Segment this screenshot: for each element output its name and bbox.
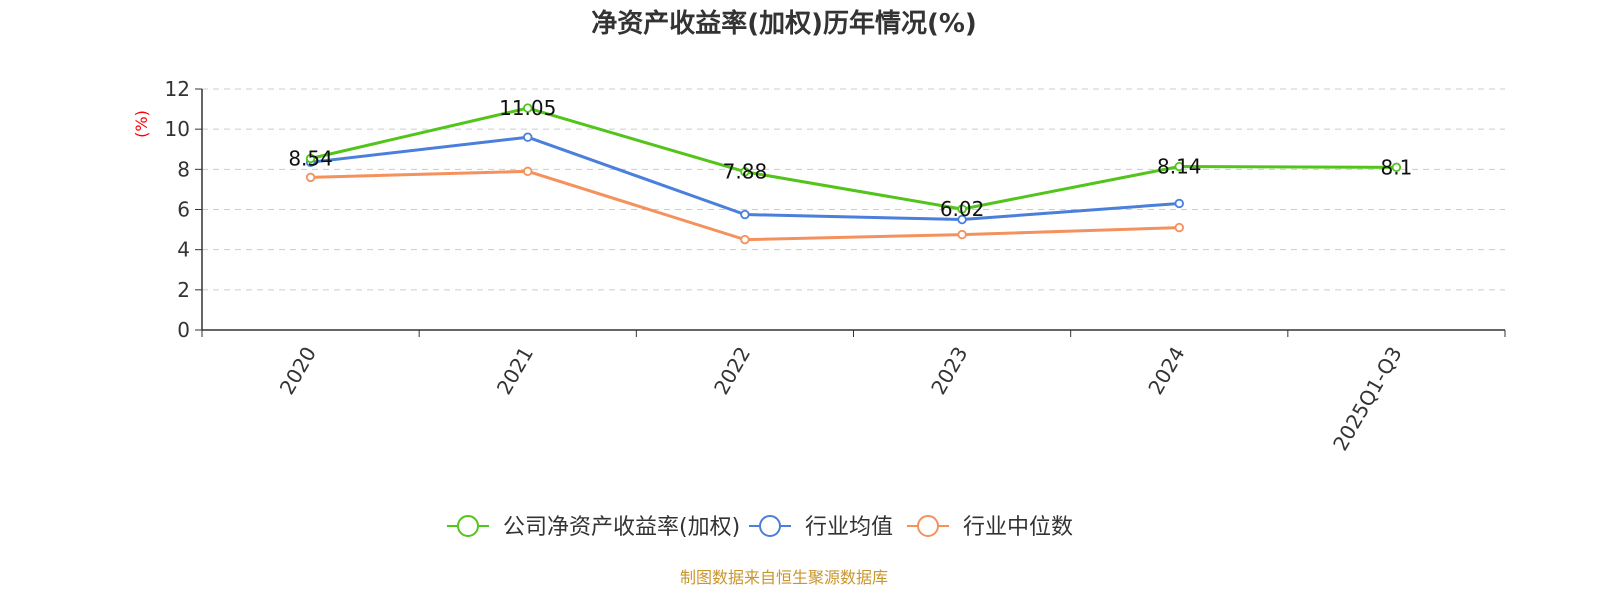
data-point [1174, 198, 1184, 209]
legend-label: 行业均值 [805, 515, 893, 540]
footer-source: 制图数据来自恒生聚源数据库 [680, 568, 888, 587]
legend-label: 公司净资产收益率(加权) [503, 515, 740, 540]
grid [202, 88, 1505, 291]
x-tick-label: 2024 [1143, 343, 1189, 399]
data-point [523, 166, 533, 177]
x-tick-label: 2021 [492, 343, 538, 399]
data-point [957, 229, 967, 240]
data-label: 7.88 [723, 160, 768, 184]
legend[interactable]: 公司净资产收益率(加权) 行业均值 行业中位数 [447, 515, 1073, 540]
data-point [305, 172, 316, 183]
data-point [740, 167, 750, 177]
y-tick-label: 2 [177, 278, 190, 302]
legend-marker-icon [457, 515, 479, 537]
x-tick-label: 2025Q1-Q3 [1328, 343, 1407, 455]
data-point [305, 153, 316, 164]
y-tick-label: 12 [165, 77, 190, 101]
legend-marker-icon [917, 515, 939, 537]
y-tick-label: 10 [165, 117, 190, 141]
y-tick-label: 6 [177, 198, 190, 222]
data-point [740, 234, 750, 245]
legend-item[interactable]: 行业中位数 [907, 515, 1073, 540]
data-labels: 8.54 11.05 7.88 6.02 8.14 8.1 [288, 96, 1412, 221]
data-point [740, 209, 750, 220]
y-axis-label: (%) [132, 110, 151, 138]
data-label: 6.02 [940, 197, 985, 221]
y-tick-label: 8 [177, 157, 190, 181]
data-label: 8.14 [1157, 155, 1202, 179]
y-tick-label: 4 [177, 238, 190, 262]
y-tick-label: 0 [177, 318, 190, 342]
series-line [310, 106, 1397, 211]
x-tick-label: 2022 [709, 343, 755, 399]
data-label: 8.54 [288, 146, 333, 170]
data-point [523, 103, 533, 113]
legend-item[interactable]: 行业均值 [749, 515, 893, 540]
legend-marker-icon [759, 515, 781, 537]
data-point [1174, 222, 1184, 233]
legend-item[interactable]: 公司净资产收益率(加权) [447, 515, 740, 540]
legend-label: 行业中位数 [963, 515, 1073, 540]
data-point [957, 214, 967, 225]
x-tick-label: 2023 [926, 343, 972, 399]
data-point [957, 204, 967, 214]
data-point [1391, 162, 1402, 173]
data-point [1174, 161, 1184, 172]
series-lines [305, 103, 1402, 245]
data-point [523, 132, 533, 142]
data-label: 8.1 [1381, 155, 1413, 179]
chart-title: 净资产收益率(加权)历年情况(%) [591, 8, 977, 39]
data-label: 11.05 [499, 96, 556, 120]
axes: 0 2 4 6 8 10 12 2020 2021 2022 2023 2024 2025Q1-Q3 [165, 77, 1506, 455]
x-tick-label: 2020 [275, 343, 321, 399]
